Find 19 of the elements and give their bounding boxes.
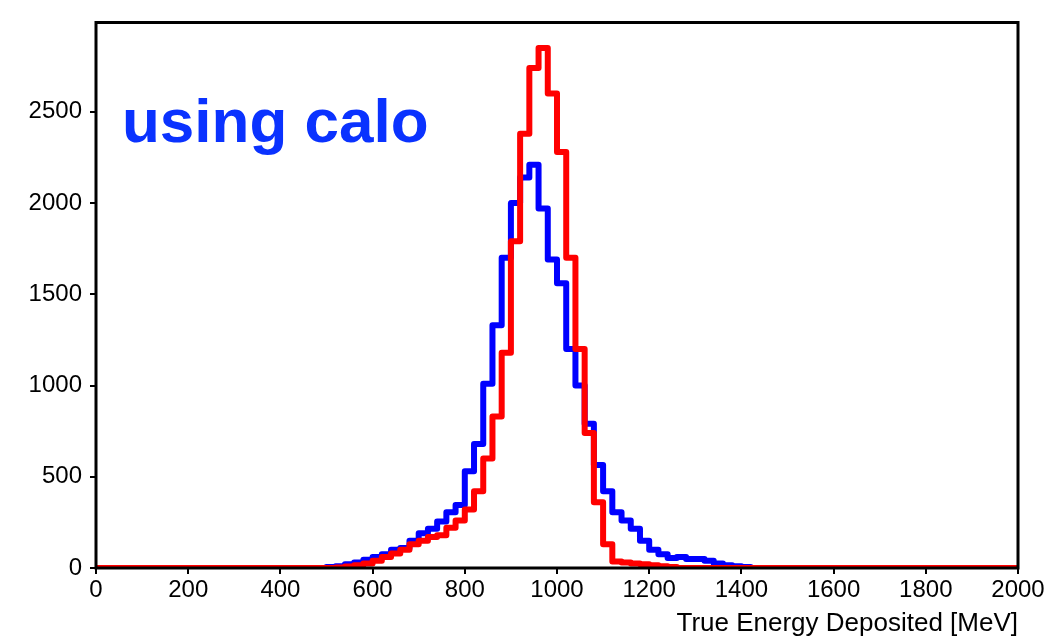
y-tick-label: 1500 bbox=[28, 278, 82, 306]
x-tick-label: 1400 bbox=[714, 575, 769, 603]
x-tick-label: 1800 bbox=[899, 575, 953, 603]
x-tick-label: 0 bbox=[89, 575, 103, 603]
x-tick-label: 400 bbox=[260, 575, 301, 603]
y-tick-label: 2000 bbox=[28, 187, 82, 215]
x-axis-title: True Energy Deposited [MeV] bbox=[676, 606, 1018, 637]
y-tick-label: 500 bbox=[41, 461, 82, 489]
y-tick-label: 0 bbox=[68, 552, 82, 580]
x-tick-label: 1000 bbox=[530, 575, 584, 603]
annotation: using calo bbox=[122, 86, 429, 156]
x-tick-label: 1600 bbox=[806, 575, 861, 603]
y-tick-label: 1000 bbox=[28, 370, 82, 398]
x-tick-label: 600 bbox=[352, 575, 393, 603]
x-tick-label: 1200 bbox=[622, 575, 676, 603]
x-tick-label: 2000 bbox=[991, 575, 1045, 603]
x-tick-label: 800 bbox=[444, 575, 485, 603]
x-tick-label: 200 bbox=[168, 575, 209, 603]
y-tick-label: 2500 bbox=[28, 96, 82, 124]
